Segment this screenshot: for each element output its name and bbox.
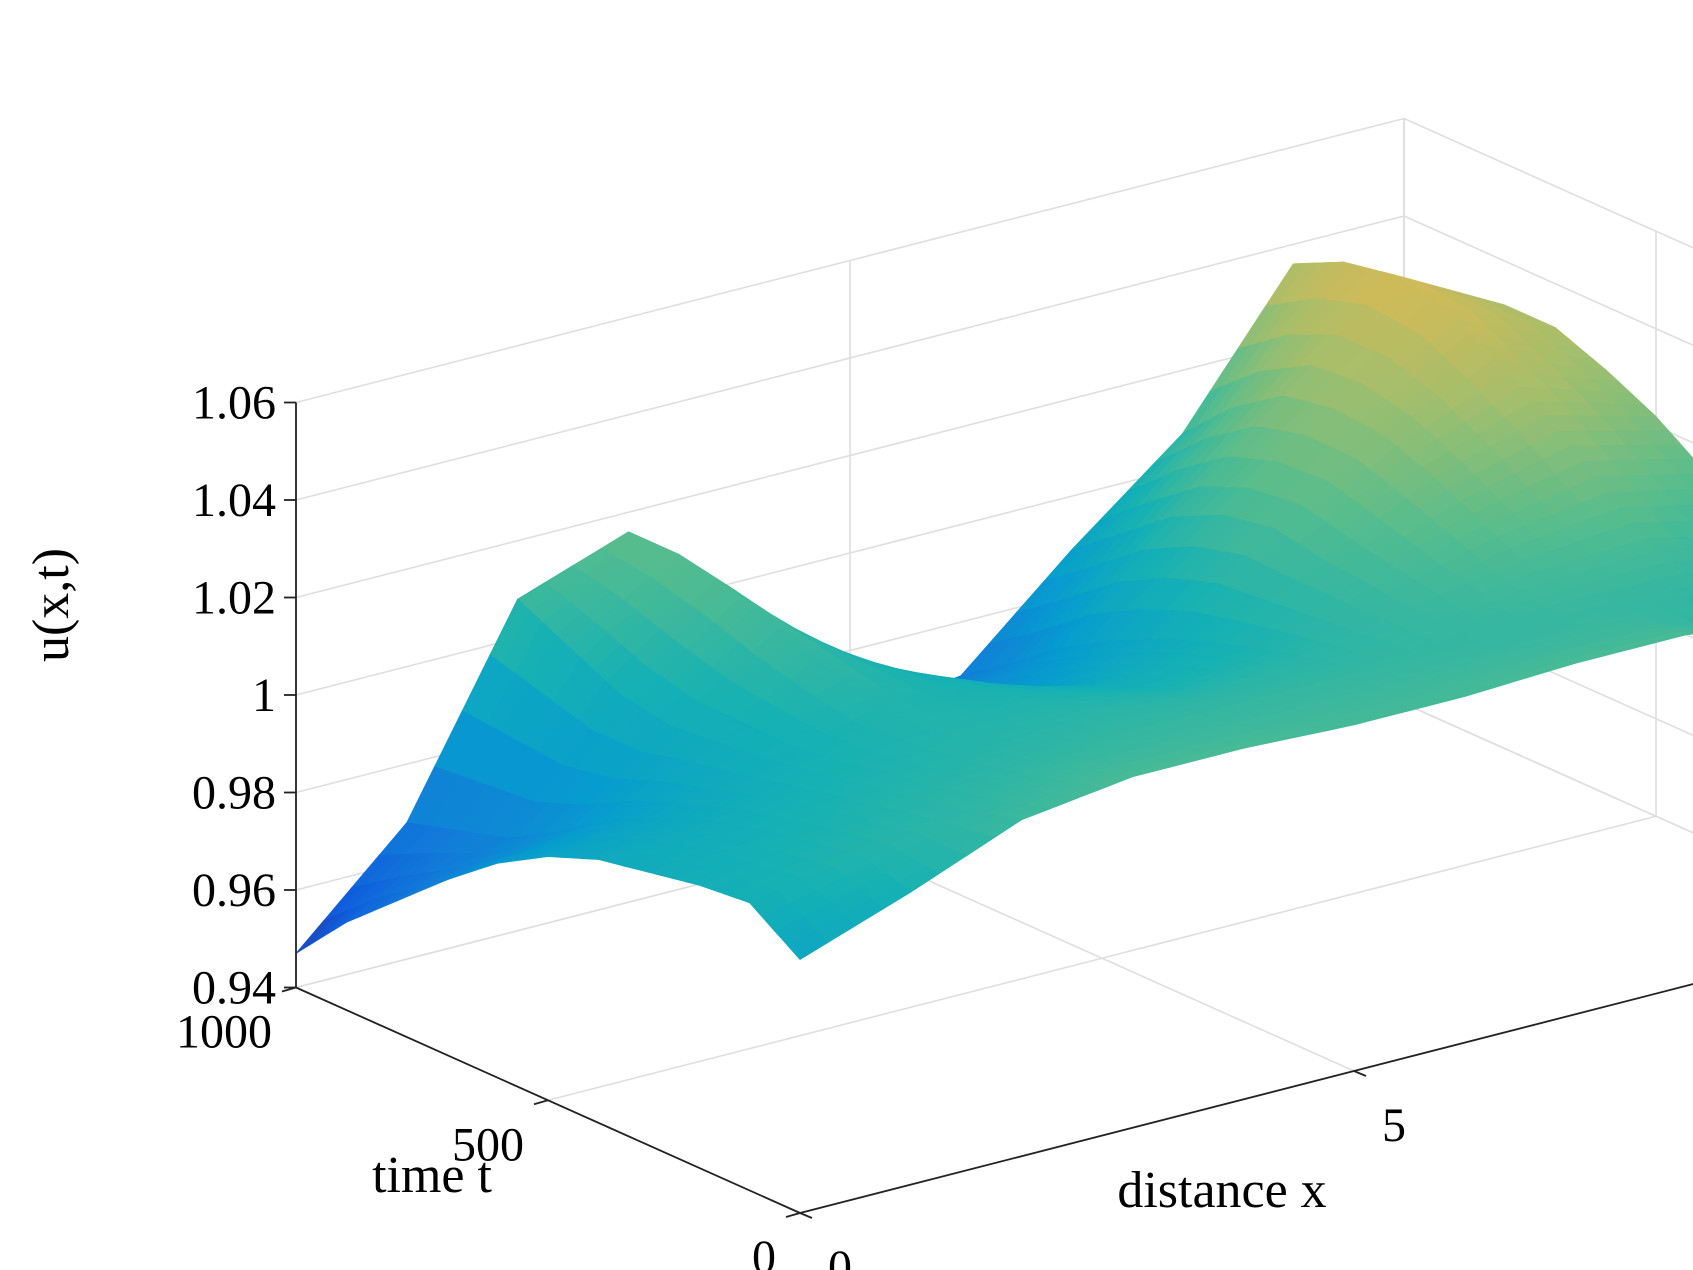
- t-tick-label-0: 0: [752, 1231, 776, 1270]
- label-layer: 0.940.960.9811.021.041.06050010000510u(x…: [23, 377, 1406, 1270]
- z-tick-label-1: 0.96: [192, 864, 276, 917]
- x-axis-label: distance x: [1117, 1162, 1326, 1219]
- axis-layer: [281, 401, 1693, 1219]
- x-tick-label-1: 5: [1382, 1099, 1406, 1152]
- z-axis-label: u(x,t): [23, 548, 80, 662]
- grid-line-floor-x-2: [1403, 702, 1693, 834]
- grid-line-side-z-0: [1403, 702, 1693, 834]
- t-tick-2: [281, 986, 297, 993]
- z-tick-label-3: 1: [252, 669, 276, 722]
- t-tick-0: [785, 1212, 801, 1218]
- z-tick-label-2: 0.98: [192, 767, 276, 820]
- x-tick-0: [799, 1212, 813, 1219]
- z-tick-label-0: 0.94: [192, 962, 276, 1015]
- z-tick-label-6: 1.06: [192, 377, 276, 430]
- grid-line-floor-t-1: [547, 815, 1657, 1102]
- surface-layer: [295, 261, 1693, 961]
- surface-patch: [786, 929, 829, 961]
- t-tick-label-1: 500: [452, 1118, 524, 1171]
- x-tick-label-0: 0: [828, 1241, 852, 1270]
- t-axis-label: time t: [372, 1147, 492, 1204]
- surface-patch: [295, 915, 337, 954]
- z-tick-label-4: 1.02: [192, 572, 276, 625]
- t-tick-1: [533, 1099, 549, 1106]
- z-tick-label-5: 1.04: [192, 474, 276, 527]
- x-tick-1: [1353, 1070, 1367, 1077]
- t-tick-label-2: 1000: [176, 1006, 272, 1059]
